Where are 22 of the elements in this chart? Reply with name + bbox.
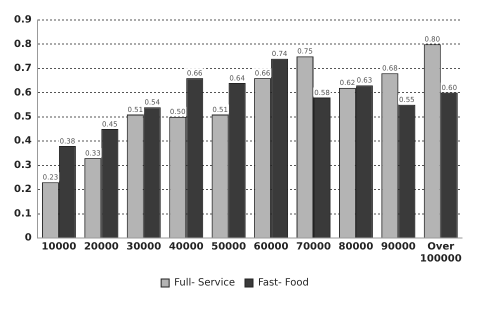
x-tick-label: 60000: [254, 242, 289, 253]
y-tick-label: 0.3: [14, 160, 32, 171]
x-tick-label: 90000: [380, 242, 416, 253]
x-tick-label: 70000: [296, 242, 331, 253]
y-tick-label: 0.1: [14, 208, 32, 220]
y-tick-label: 0.4: [14, 136, 32, 147]
y-tick-label: 0.5: [14, 111, 32, 122]
x-tick-label: 30000: [126, 242, 162, 253]
x-tick-label: 20000: [84, 242, 119, 253]
y-tick-label: 0.6: [14, 87, 32, 98]
x-tick-label: 80000: [338, 242, 374, 253]
y-tick-label: 0.8: [14, 38, 32, 50]
y-tick-label: 0.7: [14, 63, 32, 74]
x-tick-label: 40000: [168, 242, 204, 253]
legend-label: Fast- Food: [258, 278, 309, 289]
y-tick-label: 0: [24, 232, 32, 244]
x-tick-label: 50000: [211, 242, 246, 253]
y-tick-label: 0.9: [14, 14, 32, 26]
y-tick-label: 0.2: [14, 184, 32, 196]
x-tick-label: 10000: [42, 242, 76, 253]
x-tick-label: Over 100000: [420, 242, 462, 265]
legend-label: Full- Service: [174, 278, 236, 289]
